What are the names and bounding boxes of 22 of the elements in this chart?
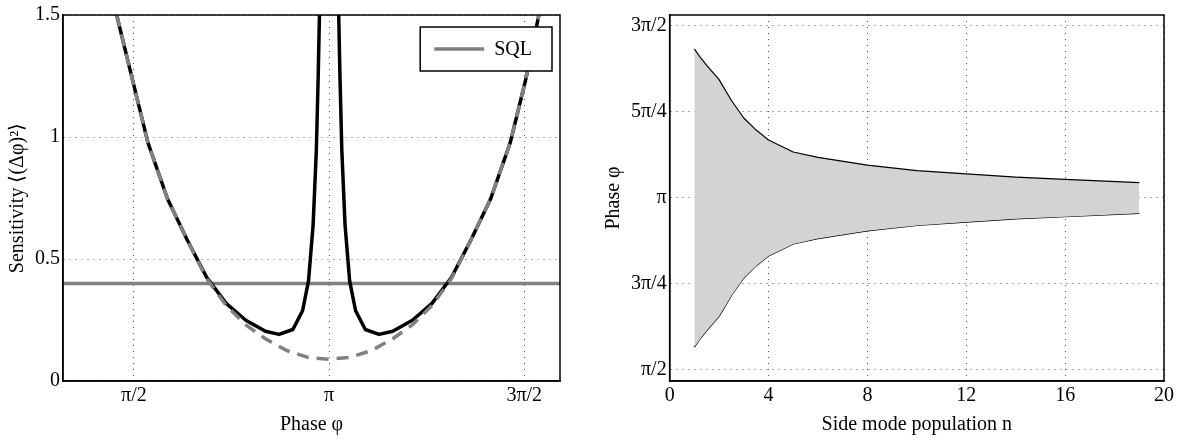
y-tick-label: π (656, 185, 667, 208)
y-tick-label: π/2 (641, 357, 667, 380)
x-tick-label: 20 (1154, 383, 1174, 406)
y-tick-label: 5π/4 (631, 99, 667, 122)
x-tick-label: 3π/2 (506, 383, 543, 406)
x-tick-label: 8 (862, 383, 873, 406)
x-tick-label: 16 (1055, 383, 1076, 406)
y-tick-label: 0 (50, 368, 60, 391)
x-tick-label: 12 (956, 383, 977, 406)
y-tick-label: 0.5 (35, 246, 60, 269)
x-axis-title: Phase φ (279, 412, 344, 436)
y-tick-label: 1.5 (35, 2, 60, 25)
y-tick-label: 1 (50, 124, 60, 147)
x-tick-label: 4 (763, 383, 774, 406)
x-tick-label: π (324, 383, 335, 406)
y-axis-title: Phase φ (601, 166, 625, 230)
y-axis-title: Sensitivity ⟨(Δφ)²⟩ (5, 122, 29, 274)
x-axis-title: Side mode population n (821, 412, 1013, 436)
y-tick-label: 3π/2 (631, 12, 667, 35)
y-tick-label: 3π/4 (631, 271, 667, 294)
legend-label: SQL (494, 37, 533, 60)
x-tick-label: π/2 (121, 383, 147, 406)
